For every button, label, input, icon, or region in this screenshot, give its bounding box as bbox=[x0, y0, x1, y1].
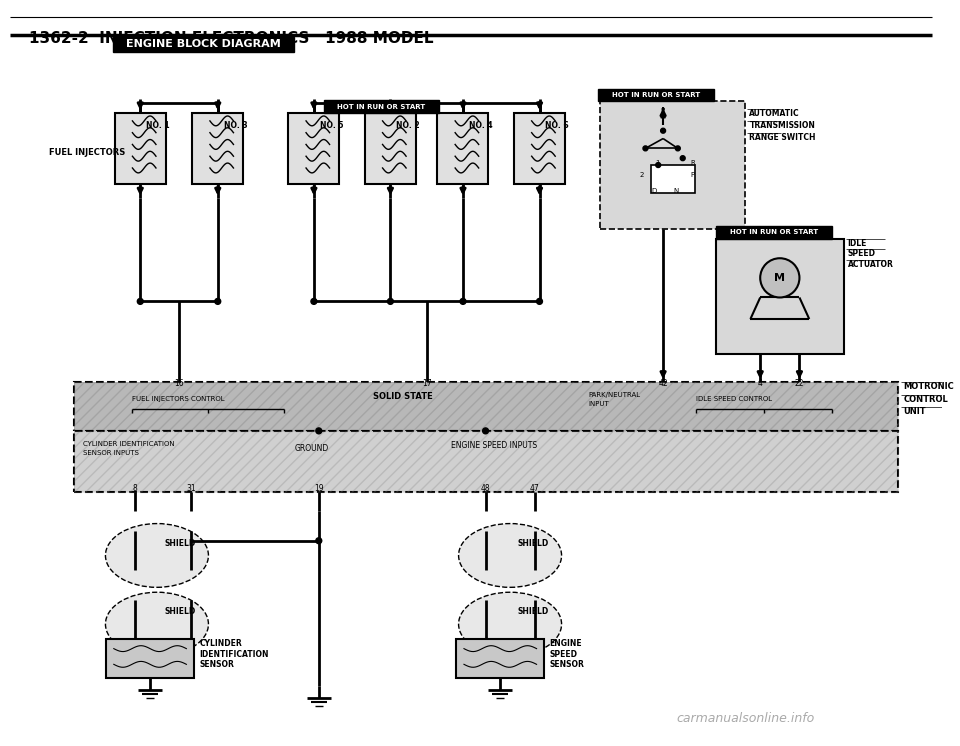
Text: FUEL INJECTORS CONTROL: FUEL INJECTORS CONTROL bbox=[132, 395, 225, 401]
Text: PARK/NEUTRAL: PARK/NEUTRAL bbox=[588, 392, 640, 398]
Circle shape bbox=[483, 428, 489, 434]
Text: FUEL INJECTORS: FUEL INJECTORS bbox=[49, 148, 126, 157]
Text: HOT IN RUN OR START: HOT IN RUN OR START bbox=[612, 92, 701, 98]
Text: 19: 19 bbox=[314, 484, 324, 493]
Circle shape bbox=[316, 538, 322, 544]
Bar bbox=[514, 113, 565, 184]
Bar bbox=[716, 239, 844, 354]
Text: MOTRONIC: MOTRONIC bbox=[903, 382, 954, 391]
Text: SENSOR: SENSOR bbox=[549, 660, 585, 669]
Text: 22: 22 bbox=[795, 379, 804, 388]
Circle shape bbox=[215, 298, 221, 304]
Text: NO. 5: NO. 5 bbox=[320, 121, 344, 130]
Text: SHIELD: SHIELD bbox=[165, 607, 196, 616]
Ellipse shape bbox=[459, 592, 562, 656]
Text: CYLINDER: CYLINDER bbox=[199, 639, 242, 648]
Text: 17: 17 bbox=[421, 379, 431, 388]
Bar bbox=[438, 113, 489, 184]
Bar bbox=[365, 113, 416, 184]
Text: AUTOMATIC: AUTOMATIC bbox=[750, 109, 800, 118]
Text: 1362-2  INJECTION ELECTRONICS   1988 MODEL: 1362-2 INJECTION ELECTRONICS 1988 MODEL bbox=[30, 31, 434, 46]
Text: SOLID STATE: SOLID STATE bbox=[372, 392, 433, 401]
Text: INPUT: INPUT bbox=[588, 401, 610, 407]
Text: CONTROL: CONTROL bbox=[903, 395, 948, 404]
Text: R: R bbox=[690, 160, 695, 166]
Text: NO. 1: NO. 1 bbox=[146, 121, 170, 130]
Text: M: M bbox=[775, 273, 785, 283]
Text: carmanualsonline.info: carmanualsonline.info bbox=[677, 712, 815, 725]
Text: D: D bbox=[651, 187, 657, 194]
Text: 8: 8 bbox=[133, 484, 137, 493]
Circle shape bbox=[681, 156, 685, 160]
Circle shape bbox=[660, 128, 665, 134]
Bar bbox=[74, 431, 898, 492]
Bar bbox=[288, 113, 340, 184]
Circle shape bbox=[537, 298, 542, 304]
Text: SENSOR INPUTS: SENSOR INPUTS bbox=[84, 450, 139, 456]
Text: TRANSMISSION: TRANSMISSION bbox=[750, 121, 815, 130]
Text: 1: 1 bbox=[656, 160, 660, 166]
Text: CYLINDER IDENTIFICATION: CYLINDER IDENTIFICATION bbox=[84, 441, 175, 447]
Text: 2: 2 bbox=[639, 172, 644, 178]
Text: HOT IN RUN OR START: HOT IN RUN OR START bbox=[730, 229, 818, 235]
Text: ENGINE: ENGINE bbox=[549, 639, 582, 648]
Text: 47: 47 bbox=[530, 484, 540, 493]
Text: SHIELD: SHIELD bbox=[518, 607, 549, 616]
Circle shape bbox=[460, 298, 466, 304]
Bar bbox=[113, 37, 295, 52]
Text: HOT IN RUN OR START: HOT IN RUN OR START bbox=[338, 104, 425, 110]
Bar bbox=[598, 89, 714, 101]
Text: NO. 4: NO. 4 bbox=[468, 121, 492, 130]
Text: SENSOR: SENSOR bbox=[199, 660, 234, 669]
Text: SHIELD: SHIELD bbox=[165, 539, 196, 548]
Circle shape bbox=[656, 163, 660, 168]
Circle shape bbox=[316, 428, 322, 434]
Bar bbox=[716, 226, 831, 239]
Text: IDLE: IDLE bbox=[848, 239, 867, 248]
Text: NO. 6: NO. 6 bbox=[545, 121, 569, 130]
Bar bbox=[324, 100, 440, 113]
Bar bbox=[600, 101, 746, 229]
Text: 31: 31 bbox=[186, 484, 196, 493]
Bar bbox=[74, 431, 898, 492]
Circle shape bbox=[137, 298, 143, 304]
Text: 42: 42 bbox=[659, 379, 668, 388]
Text: SPEED: SPEED bbox=[549, 650, 577, 659]
Bar bbox=[651, 165, 695, 192]
Text: UNIT: UNIT bbox=[903, 407, 926, 416]
Text: 16: 16 bbox=[174, 379, 183, 388]
Circle shape bbox=[676, 146, 681, 151]
Bar bbox=[192, 113, 243, 184]
Circle shape bbox=[311, 298, 317, 304]
Text: IDLE SPEED CONTROL: IDLE SPEED CONTROL bbox=[696, 395, 773, 401]
Circle shape bbox=[388, 298, 394, 304]
Text: N: N bbox=[673, 187, 678, 194]
Text: NO. 2: NO. 2 bbox=[396, 121, 420, 130]
Text: 48: 48 bbox=[481, 484, 491, 493]
Bar bbox=[74, 382, 898, 431]
Ellipse shape bbox=[106, 524, 208, 587]
Text: NO. 3: NO. 3 bbox=[224, 121, 248, 130]
Text: GROUND: GROUND bbox=[295, 444, 328, 453]
Text: ENGINE SPEED INPUTS: ENGINE SPEED INPUTS bbox=[451, 441, 538, 450]
Bar bbox=[456, 639, 544, 678]
Text: SPEED: SPEED bbox=[848, 249, 876, 258]
Bar bbox=[115, 113, 166, 184]
Text: SHIELD: SHIELD bbox=[518, 539, 549, 548]
Ellipse shape bbox=[106, 592, 208, 656]
Ellipse shape bbox=[459, 524, 562, 587]
Circle shape bbox=[760, 258, 800, 298]
Text: 4: 4 bbox=[757, 379, 762, 388]
Text: P: P bbox=[690, 172, 695, 178]
Bar bbox=[106, 639, 194, 678]
Text: RANGE SWITCH: RANGE SWITCH bbox=[750, 133, 816, 142]
Text: ENGINE BLOCK DIAGRAM: ENGINE BLOCK DIAGRAM bbox=[126, 40, 280, 49]
Circle shape bbox=[643, 146, 648, 151]
Text: IDENTIFICATION: IDENTIFICATION bbox=[199, 650, 269, 659]
Text: ACTUATOR: ACTUATOR bbox=[848, 260, 894, 269]
Bar bbox=[74, 382, 898, 431]
